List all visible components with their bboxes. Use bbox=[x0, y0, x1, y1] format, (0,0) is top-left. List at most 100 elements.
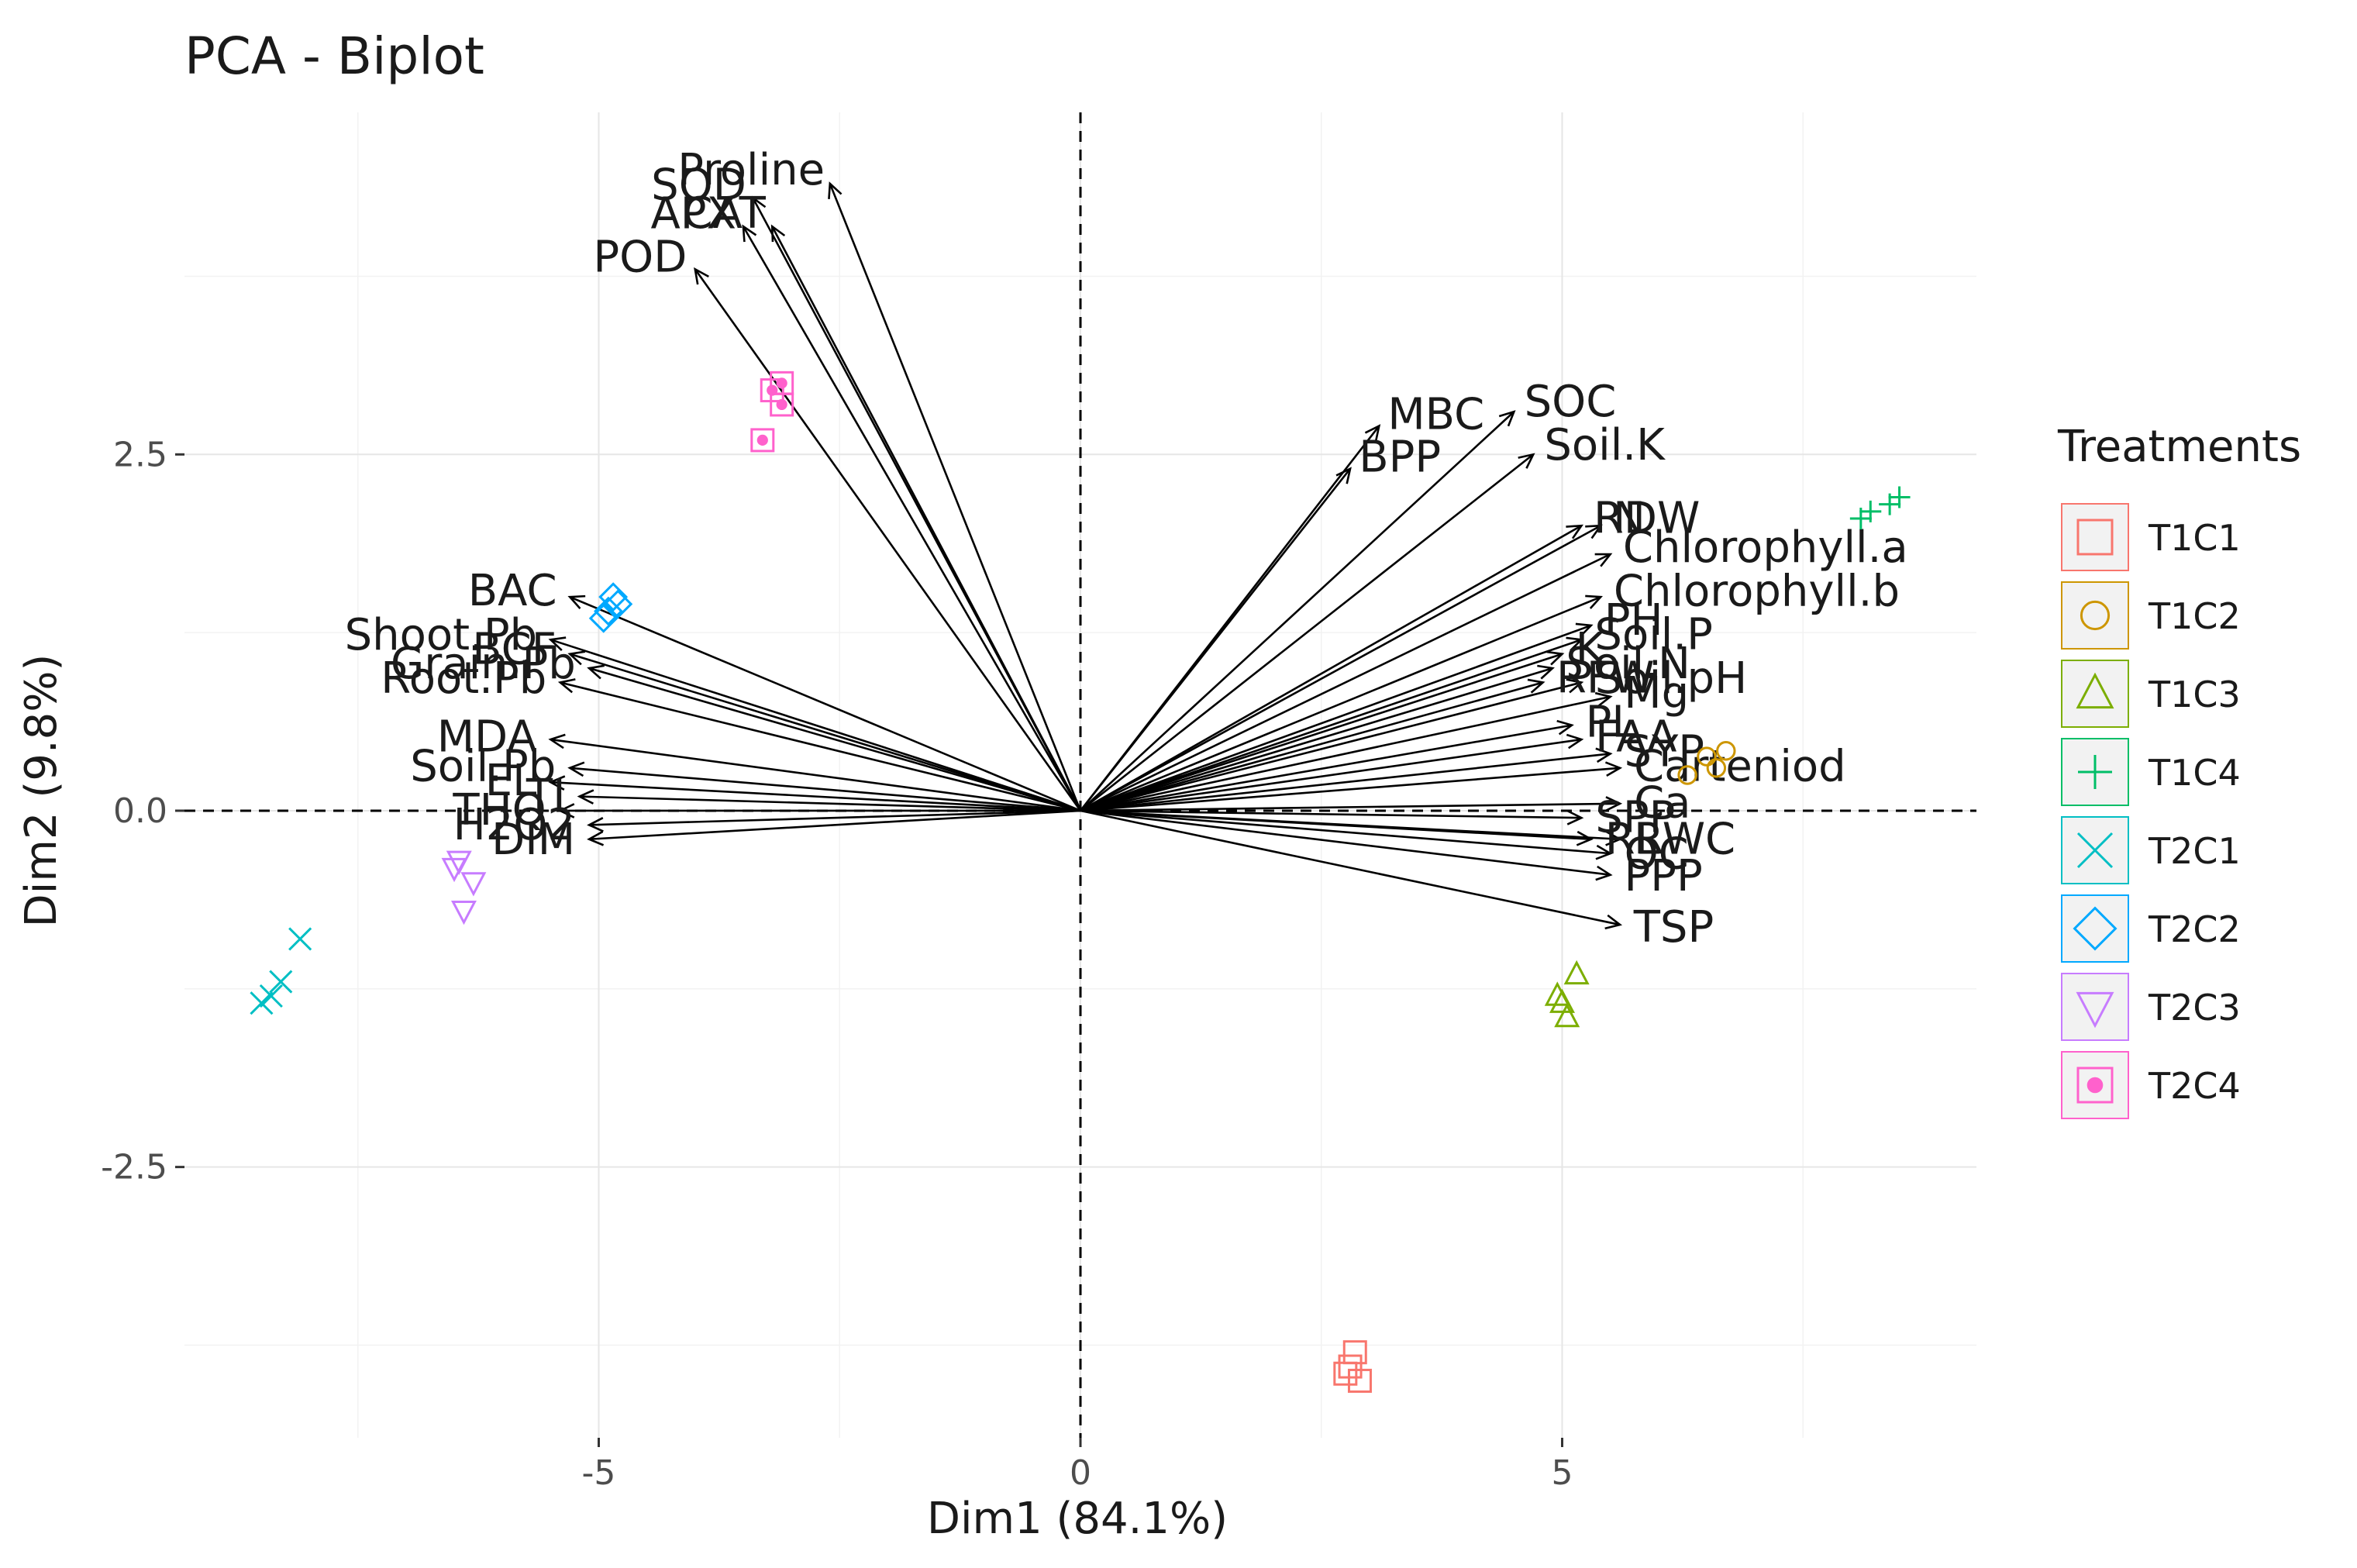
variable-label: RFW bbox=[1556, 653, 1654, 704]
variable-arrows bbox=[548, 181, 1623, 930]
variable-label: PH bbox=[1604, 595, 1663, 646]
legend-label-t1c4: T1C4 bbox=[2148, 752, 2241, 794]
point-t1c1 bbox=[1347, 1368, 1372, 1393]
loading-arrow-head bbox=[1585, 524, 1603, 539]
point-t1c1 bbox=[1338, 1354, 1363, 1379]
point-t1c3 bbox=[1544, 981, 1570, 1006]
x-axis: -5 0 5 bbox=[582, 1438, 1573, 1493]
loading-arrow-head bbox=[1566, 524, 1583, 539]
legend-label-t1c3: T1C3 bbox=[2148, 674, 2241, 715]
variable-label: PL bbox=[1586, 698, 1636, 748]
legend-symbol-t2c4 bbox=[2076, 1067, 2114, 1104]
loading-arrow-head bbox=[1566, 733, 1584, 750]
loading-arrow-head bbox=[587, 830, 605, 846]
loading-arrow-head bbox=[1527, 678, 1545, 694]
loading-arrow-head bbox=[1605, 830, 1623, 846]
variable-label: FAA bbox=[1595, 712, 1676, 762]
variable-label: Soil.P bbox=[1594, 610, 1713, 660]
variable-label: SPP bbox=[1595, 792, 1675, 843]
loading-arrow bbox=[569, 653, 1081, 812]
loading-arrow-head bbox=[567, 594, 586, 609]
legend: T1C1 T1C2 T1C3 T1C4 T2C1 T2C2 T2C3 T2C4 bbox=[2061, 503, 2241, 1119]
variable-label: EL bbox=[485, 756, 537, 806]
point-t1c3 bbox=[1554, 1002, 1580, 1028]
variable-labels: SODProlineCATAPXPODMBCBPPSOCSoil.KNRDWCh… bbox=[345, 145, 1908, 953]
loading-arrow bbox=[550, 738, 1081, 812]
loading-arrow bbox=[1080, 525, 1583, 812]
variable-label: Proline bbox=[677, 145, 825, 195]
variable-label: RWC bbox=[1634, 815, 1735, 865]
variable-label: PPP bbox=[1625, 851, 1703, 901]
loading-arrow-head bbox=[567, 761, 585, 777]
point-t2c3 bbox=[460, 872, 487, 897]
loading-arrow-head bbox=[1594, 553, 1613, 567]
variable-label: SYP bbox=[1625, 726, 1705, 777]
loading-arrow-head bbox=[1576, 830, 1594, 846]
loading-arrow bbox=[589, 809, 1081, 826]
legend-symbol-t1c4 bbox=[2078, 755, 2112, 789]
loading-arrow bbox=[1080, 411, 1515, 812]
point-t2c4 bbox=[770, 392, 794, 417]
variable-label: Soil.Pb bbox=[410, 741, 556, 791]
variable-label: TI bbox=[526, 770, 566, 821]
variable-label: BAC bbox=[468, 566, 557, 616]
variable-label: MDA bbox=[437, 712, 537, 763]
loading-arrow-head bbox=[1556, 719, 1574, 736]
variable-label: POD bbox=[593, 233, 687, 283]
legend-symbol-t1c3 bbox=[2076, 672, 2114, 709]
loading-arrow-head bbox=[1518, 453, 1535, 469]
point-t2c1 bbox=[259, 984, 283, 1008]
legend-key-t1c1 bbox=[2061, 503, 2129, 571]
loading-arrow-head bbox=[1364, 424, 1381, 442]
x-axis-title: Dim1 (84.1%) bbox=[927, 1494, 1228, 1544]
loading-arrow-head bbox=[1566, 810, 1584, 825]
loading-arrow bbox=[579, 795, 1081, 812]
x-tick-label: 5 bbox=[1552, 1453, 1573, 1493]
loading-arrow bbox=[1080, 681, 1582, 812]
point-t2c3 bbox=[446, 850, 472, 875]
loading-arrow bbox=[569, 595, 1081, 812]
y-axis: -2.5 0.0 2.5 bbox=[101, 435, 184, 1187]
loading-arrow-head bbox=[1335, 467, 1352, 484]
point-t1c2 bbox=[1706, 758, 1727, 778]
loading-arrow bbox=[588, 809, 1081, 841]
point-t1c2 bbox=[1716, 741, 1736, 761]
legend-label-t2c3: T2C3 bbox=[2148, 987, 2241, 1029]
variable-label: K bbox=[1576, 624, 1605, 674]
loading-arrow-head bbox=[694, 267, 709, 285]
loading-arrow bbox=[1080, 809, 1611, 877]
variable-label: Ca bbox=[1634, 778, 1690, 829]
variable-label: SOD bbox=[651, 160, 746, 210]
loading-arrow bbox=[1080, 809, 1582, 819]
legend-symbol-t1c1 bbox=[2076, 519, 2114, 556]
variable-label: DIM bbox=[491, 815, 575, 865]
loading-arrow-head bbox=[770, 224, 786, 243]
point-t2c2 bbox=[598, 582, 629, 612]
loading-arrow-head bbox=[548, 775, 566, 791]
point-t2c2 bbox=[594, 596, 623, 626]
variable-label: RL bbox=[1605, 815, 1659, 865]
loading-arrow bbox=[1080, 525, 1601, 812]
loading-arrow-head bbox=[548, 636, 567, 652]
legend-label-t1c1: T1C1 bbox=[2148, 517, 2241, 559]
loading-arrow bbox=[550, 639, 1081, 812]
point-t2c2 bbox=[588, 603, 619, 633]
loading-arrow-head bbox=[1595, 747, 1613, 763]
loading-arrow bbox=[1080, 809, 1621, 841]
loading-arrow-head bbox=[557, 678, 576, 694]
loading-arrow bbox=[1080, 667, 1553, 812]
loading-arrow bbox=[1080, 681, 1543, 812]
legend-label-t2c4: T2C4 bbox=[2148, 1065, 2241, 1107]
variable-label: MBC bbox=[1387, 389, 1484, 439]
legend-key-t1c2 bbox=[2061, 581, 2129, 650]
legend-title: Treatments bbox=[2057, 422, 2301, 472]
variable-label: CAT bbox=[683, 188, 767, 239]
variable-label: TSP bbox=[1633, 902, 1714, 953]
variable-label: BPP bbox=[1359, 432, 1441, 483]
variable-label: H2O2 bbox=[453, 800, 575, 850]
variable-label: Soil.K bbox=[1544, 420, 1666, 470]
point-t1c2 bbox=[1677, 765, 1697, 785]
point-t1c3 bbox=[1563, 960, 1590, 985]
legend-label-t1c2: T1C2 bbox=[2148, 595, 2241, 637]
